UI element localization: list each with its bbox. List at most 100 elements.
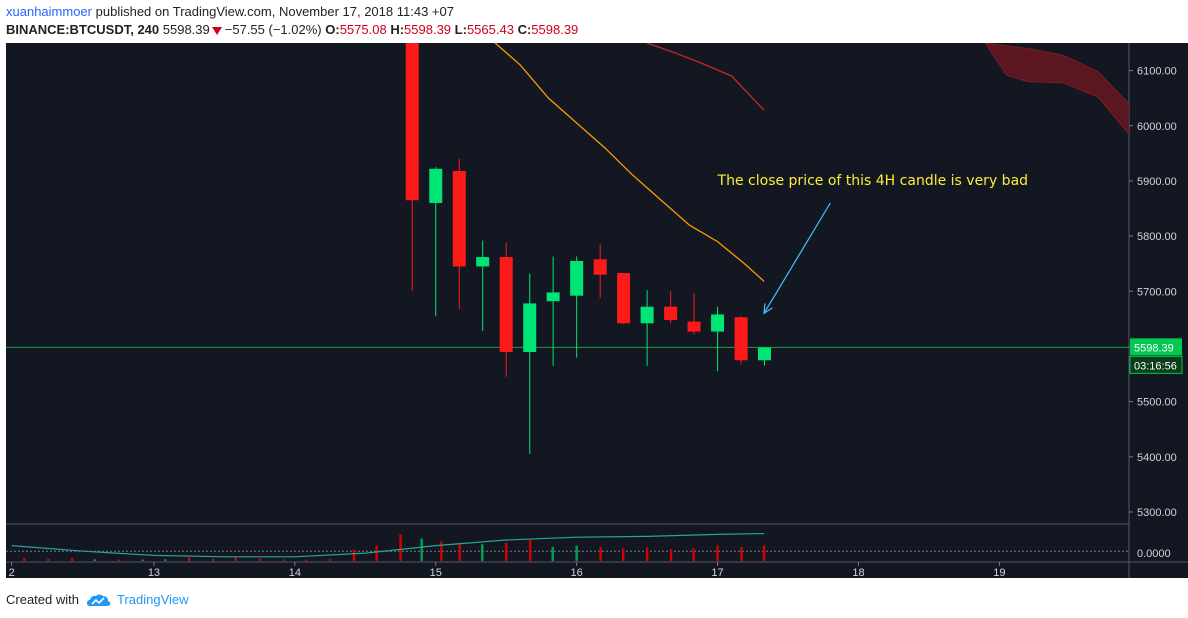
created-with-text: Created with bbox=[6, 592, 79, 607]
candle bbox=[476, 240, 490, 331]
y-tick-label: 5500.00 bbox=[1137, 397, 1177, 409]
volume-bar bbox=[692, 548, 695, 561]
candle-body bbox=[405, 43, 419, 201]
x-tick-label: 2 bbox=[9, 567, 15, 579]
current-price-tag bbox=[1130, 338, 1182, 356]
chart-background bbox=[6, 43, 1188, 578]
high-value: 5598.39 bbox=[404, 22, 452, 37]
y-tick-label: 6100.00 bbox=[1137, 66, 1177, 78]
candle bbox=[405, 43, 419, 292]
y-tick-label: 5300.00 bbox=[1137, 507, 1177, 519]
volume-bar bbox=[71, 558, 74, 561]
volume-bar bbox=[762, 545, 766, 561]
candle-body bbox=[429, 168, 443, 203]
symbol-line: BINANCE:BTCUSDT, 240 5598.39 −57.55 (−1.0… bbox=[6, 21, 1186, 39]
volume-bar bbox=[669, 549, 673, 561]
volume-bar bbox=[47, 558, 50, 561]
y-tick-label: 5900.00 bbox=[1137, 176, 1177, 188]
volume-bar bbox=[599, 547, 602, 561]
volume-bar bbox=[117, 559, 120, 561]
author-link[interactable]: xuanhaimmoer bbox=[6, 4, 92, 19]
volume-bar bbox=[740, 547, 743, 561]
volume-bar bbox=[716, 545, 719, 561]
volume-pane bbox=[6, 532, 1129, 561]
candle-body bbox=[734, 317, 748, 361]
volume-bar bbox=[481, 544, 484, 561]
volume-bar bbox=[505, 542, 508, 561]
countdown-tag bbox=[1129, 355, 1183, 374]
candle-body bbox=[640, 306, 654, 324]
high-label: H: bbox=[390, 22, 405, 37]
price-change: −57.55 (−1.02%) bbox=[224, 22, 322, 37]
volume-bar bbox=[551, 547, 554, 561]
price-pane: The close price of this 4H candle is ver… bbox=[6, 43, 1129, 455]
tradingview-cloud-icon bbox=[86, 594, 111, 606]
candle-body bbox=[499, 257, 513, 352]
volume-bar bbox=[645, 547, 649, 561]
published-text: published on TradingView.com, November 1… bbox=[95, 4, 454, 19]
x-tick-label: 13 bbox=[148, 567, 160, 579]
open-value: 5575.08 bbox=[339, 22, 387, 37]
publish-line: xuanhaimmoer published on TradingView.co… bbox=[6, 3, 1186, 21]
down-triangle-icon bbox=[211, 26, 222, 35]
volume-zero-label: 0.0000 bbox=[1137, 548, 1171, 560]
candle bbox=[617, 273, 631, 325]
volume-bar bbox=[440, 541, 443, 561]
candle-body bbox=[617, 273, 631, 324]
x-tick-label: 17 bbox=[711, 567, 723, 579]
y-tick-label: 5700.00 bbox=[1137, 286, 1177, 298]
x-tick-label: 16 bbox=[571, 567, 583, 579]
close-label: C: bbox=[517, 22, 532, 37]
symbol-name[interactable]: BINANCE:BTCUSDT, 240 bbox=[6, 22, 160, 37]
volume-bar bbox=[375, 545, 378, 561]
candle-body bbox=[476, 257, 490, 267]
volume-bar bbox=[258, 558, 261, 561]
x-tick-label: 19 bbox=[993, 567, 1005, 579]
candle bbox=[734, 316, 748, 365]
volume-bar bbox=[528, 540, 532, 561]
volume-bar bbox=[211, 558, 215, 561]
volume-bar bbox=[621, 548, 625, 561]
countdown-label: 03:16:56 bbox=[1134, 360, 1177, 372]
candle bbox=[711, 306, 725, 372]
candle-body bbox=[523, 303, 537, 352]
close-value: 5598.39 bbox=[531, 22, 579, 37]
footer: Created with TradingView bbox=[6, 592, 189, 607]
volume-ma-line bbox=[11, 532, 765, 558]
ichimoku-cloud bbox=[984, 43, 1129, 135]
volume-bar bbox=[575, 545, 578, 561]
candle bbox=[593, 244, 607, 298]
candle-body bbox=[711, 314, 725, 332]
y-tick-label: 6000.00 bbox=[1137, 121, 1177, 133]
candle bbox=[664, 291, 678, 324]
candle-body bbox=[664, 306, 678, 320]
candle bbox=[452, 158, 466, 309]
tradingview-brand[interactable]: TradingView bbox=[116, 592, 189, 607]
annotation-arrow-head bbox=[763, 303, 773, 315]
candle bbox=[429, 167, 443, 317]
candle-body bbox=[570, 260, 584, 296]
ma-red-line bbox=[646, 43, 765, 111]
volume-bar bbox=[328, 559, 332, 561]
y-tick-label: 5400.00 bbox=[1137, 452, 1177, 464]
candle bbox=[570, 256, 584, 358]
x-tick-label: 14 bbox=[289, 567, 301, 579]
volume-bar bbox=[352, 549, 356, 561]
volume-bar bbox=[399, 534, 402, 561]
volume-bar bbox=[23, 558, 26, 561]
volume-bar bbox=[187, 557, 191, 561]
volume-bar bbox=[282, 559, 285, 561]
candle bbox=[546, 256, 560, 366]
candle-body bbox=[757, 347, 771, 361]
candle-body bbox=[593, 259, 607, 275]
candle bbox=[499, 242, 513, 377]
chart-header: xuanhaimmoer published on TradingView.co… bbox=[6, 3, 1186, 39]
x-tick-label: 15 bbox=[430, 567, 442, 579]
ma-orange-line bbox=[494, 43, 765, 282]
x-tick-label: 18 bbox=[852, 567, 864, 579]
volume-bar bbox=[93, 559, 96, 561]
open-label: O: bbox=[325, 22, 340, 37]
current-price-label: 5598.39 bbox=[1134, 342, 1174, 354]
volume-bar bbox=[141, 559, 144, 561]
